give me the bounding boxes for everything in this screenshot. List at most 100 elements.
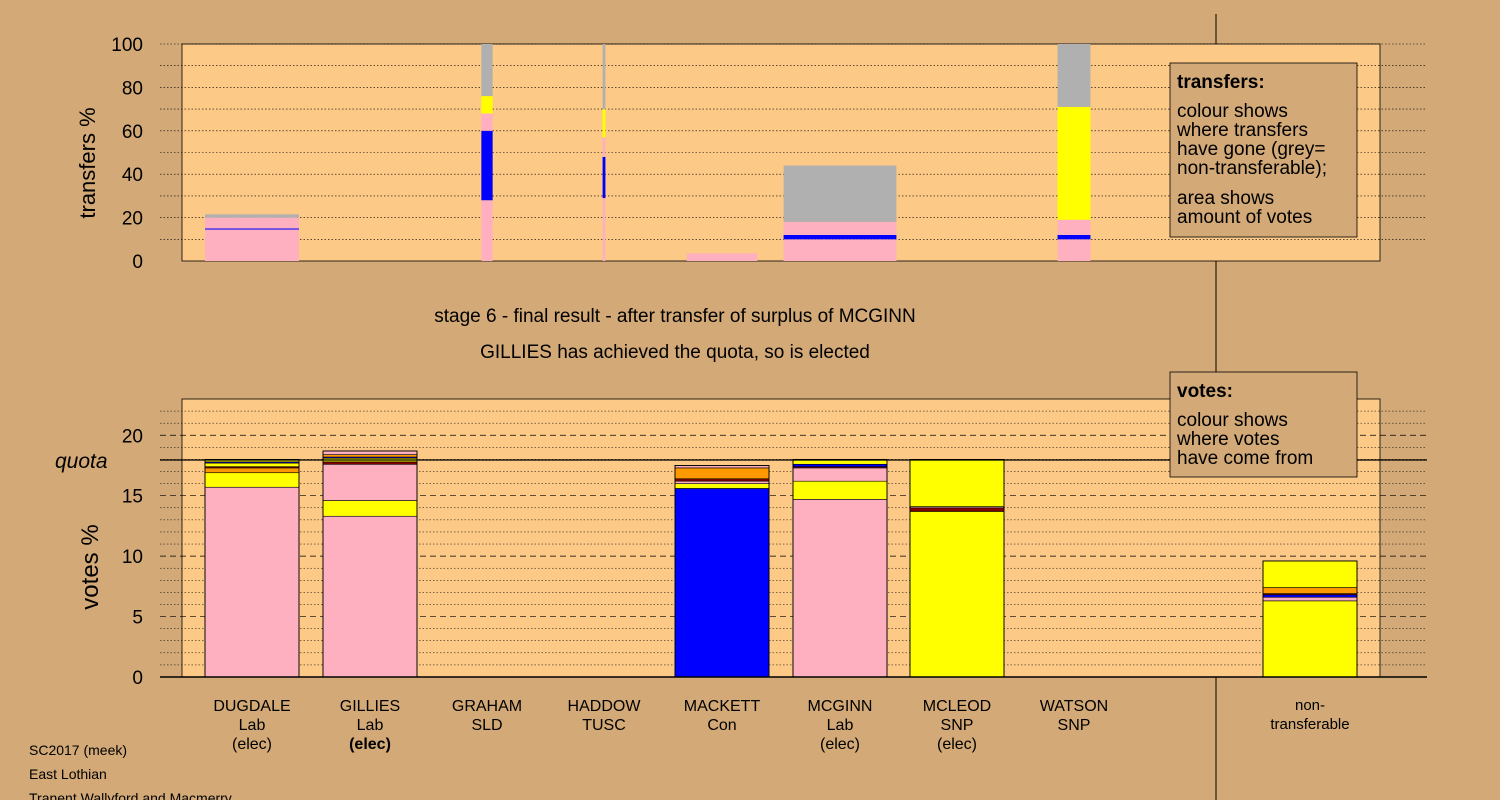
transfer-segment bbox=[602, 156, 606, 199]
transfer-segment bbox=[205, 228, 299, 230]
candidate-party: SNP bbox=[1058, 717, 1091, 734]
vote-segment bbox=[792, 499, 888, 678]
candidate-name: GILLIES bbox=[340, 698, 400, 715]
stage-subtitle: GILLIES has achieved the quota, so is el… bbox=[480, 342, 870, 363]
vote-segment bbox=[322, 500, 418, 517]
vote-segment bbox=[322, 463, 418, 501]
candidate-labels: DUGDALE Lab (elec) GILLIES Lab (elec) GRAHAM SL… bbox=[213, 698, 1108, 753]
nontransferable-label-line2: transferable bbox=[1270, 716, 1349, 733]
vote-segment bbox=[204, 472, 300, 488]
votes-legend-box bbox=[1169, 371, 1358, 478]
candidate-name: MACKETT bbox=[684, 698, 761, 715]
vote-segment bbox=[1262, 560, 1358, 588]
vote-segment bbox=[909, 459, 1005, 507]
transfers-tick-label: 20 bbox=[122, 209, 143, 230]
transfers-tick-label: 60 bbox=[122, 122, 143, 143]
footer-ward: Tranent Wallyford and Macmerry bbox=[29, 790, 232, 800]
transfer-segment bbox=[783, 165, 897, 222]
transfers-legend-line: where transfers bbox=[1176, 120, 1308, 141]
candidate-name: MCGINN bbox=[808, 698, 873, 715]
transfer-segment bbox=[602, 137, 606, 157]
transfers-legend-line: area shows bbox=[1177, 188, 1274, 209]
transfer-segment bbox=[1057, 44, 1091, 107]
transfers-tick-label: 40 bbox=[122, 165, 143, 186]
transfer-segment bbox=[1057, 106, 1091, 220]
vote-segment bbox=[792, 463, 888, 467]
transfers-legend-line: colour shows bbox=[1177, 101, 1288, 122]
votes-tick-label: 5 bbox=[132, 608, 143, 629]
transfer-segment bbox=[481, 44, 493, 97]
candidate-party: Con bbox=[707, 717, 736, 734]
votes-legend-line: where votes bbox=[1176, 429, 1279, 450]
votes-y-axis-label: votes % bbox=[77, 524, 104, 609]
transfer-segment bbox=[602, 109, 606, 138]
vote-segment bbox=[674, 483, 770, 489]
votes-legend-line: colour shows bbox=[1177, 410, 1288, 431]
vote-segment bbox=[674, 488, 770, 678]
transfer-segment bbox=[1057, 219, 1091, 235]
votes-tick-label: 15 bbox=[122, 487, 143, 508]
vote-segment bbox=[674, 467, 770, 480]
transfers-tick-label: 80 bbox=[122, 78, 143, 99]
transfers-legend-title: transfers: bbox=[1177, 72, 1265, 93]
candidate-status: (elec) bbox=[937, 736, 977, 753]
candidate-name: HADDOW bbox=[568, 698, 642, 715]
vote-segment bbox=[1262, 600, 1358, 678]
vote-segment bbox=[792, 467, 888, 482]
votes-chart: 0 5 10 15 20 quota votes % bbox=[55, 398, 1427, 689]
vote-segment bbox=[674, 478, 770, 482]
candidate-status: (elec) bbox=[820, 736, 860, 753]
votes-legend-title: votes: bbox=[1177, 381, 1233, 402]
votes-legend: votes: colour shows where votes have com… bbox=[1169, 371, 1358, 478]
candidate-party: Lab bbox=[239, 717, 266, 734]
vote-segment bbox=[909, 507, 1005, 512]
vote-segment bbox=[1262, 587, 1358, 594]
vote-segment bbox=[909, 511, 1005, 678]
candidate-party: TUSC bbox=[582, 717, 626, 734]
transfer-segment bbox=[783, 239, 897, 261]
candidate-status: (elec) bbox=[349, 736, 391, 753]
transfer-segment bbox=[602, 198, 606, 261]
quota-label: quota bbox=[55, 450, 108, 473]
transfer-segment bbox=[205, 229, 299, 261]
transfers-tick-label: 100 bbox=[111, 35, 143, 56]
transfer-segment bbox=[686, 253, 758, 261]
candidate-name: MCLEOD bbox=[923, 698, 991, 715]
vote-segment bbox=[204, 486, 300, 678]
candidate-party: Lab bbox=[827, 717, 854, 734]
votes-legend-line: have come from bbox=[1177, 448, 1313, 469]
transfer-segment bbox=[481, 200, 493, 261]
transfer-segment bbox=[602, 44, 606, 110]
transfer-segment bbox=[783, 221, 897, 235]
transfers-y-axis-label: transfers % bbox=[75, 107, 100, 218]
transfers-legend-box bbox=[1169, 62, 1358, 238]
vote-segment bbox=[1262, 594, 1358, 598]
candidate-name: WATSON bbox=[1040, 698, 1108, 715]
stage-title: stage 6 - final result - after transfer … bbox=[434, 306, 916, 327]
transfer-segment bbox=[481, 113, 493, 131]
transfers-legend: transfers: colour shows where transfers … bbox=[1169, 62, 1358, 238]
candidate-status: (elec) bbox=[232, 736, 272, 753]
transfer-segment bbox=[205, 217, 299, 229]
vote-segment bbox=[322, 515, 418, 678]
votes-tick-label: 20 bbox=[122, 426, 143, 447]
candidate-party: SNP bbox=[941, 717, 974, 734]
transfer-segment bbox=[481, 130, 493, 201]
vote-segment bbox=[322, 450, 418, 455]
transfer-segment bbox=[783, 234, 897, 240]
vote-segment bbox=[322, 461, 418, 465]
transfers-legend-line: non-transferable); bbox=[1177, 158, 1327, 179]
votes-tick-label: 10 bbox=[122, 547, 143, 568]
vote-segment bbox=[792, 480, 888, 500]
candidate-party: Lab bbox=[357, 717, 384, 734]
candidate-name: GRAHAM bbox=[452, 698, 522, 715]
vote-segment bbox=[204, 462, 300, 467]
candidate-party: SLD bbox=[471, 717, 502, 734]
footer-source: SC2017 (meek) bbox=[29, 742, 127, 758]
transfers-legend-line: amount of votes bbox=[1177, 207, 1312, 228]
transfer-segment bbox=[1057, 234, 1091, 240]
transfer-segment bbox=[1057, 239, 1091, 261]
vote-segment bbox=[674, 480, 770, 484]
votes-tick-label: 0 bbox=[132, 668, 143, 689]
